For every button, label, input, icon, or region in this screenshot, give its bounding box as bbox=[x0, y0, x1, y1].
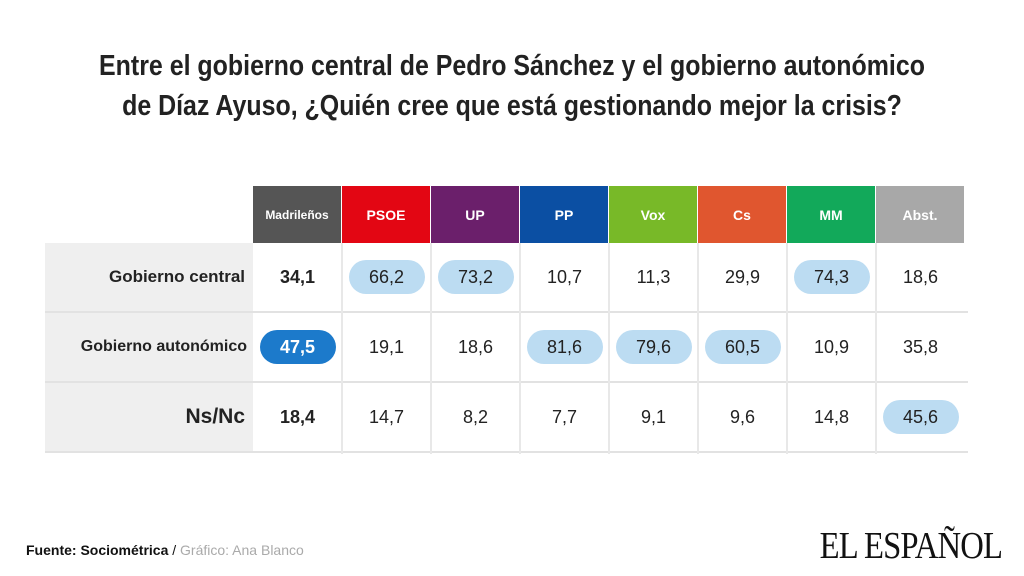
footer: Fuente: Sociométrica / Gráfico: Ana Blan… bbox=[26, 542, 304, 558]
table-cell: 74,3 bbox=[787, 243, 876, 311]
cell-value: 60,5 bbox=[704, 330, 781, 364]
cell-value: 73,2 bbox=[437, 260, 514, 294]
table-cell: 45,6 bbox=[876, 383, 965, 451]
column-header: UP bbox=[431, 186, 519, 243]
row-divider bbox=[45, 451, 968, 453]
table-cell: 7,7 bbox=[520, 383, 609, 451]
row-label-column bbox=[45, 243, 253, 453]
cell-value: 18,6 bbox=[457, 336, 494, 357]
cell-value: 81,6 bbox=[526, 330, 603, 364]
cell-value: 34,1 bbox=[279, 266, 316, 287]
cell-value: 8,2 bbox=[462, 406, 489, 427]
footer-separator: / bbox=[168, 542, 181, 558]
cell-value: 66,2 bbox=[348, 260, 425, 294]
cell-value: 18,4 bbox=[279, 406, 316, 427]
cell-value: 11,3 bbox=[636, 266, 671, 287]
table-cell: 18,6 bbox=[876, 243, 965, 311]
table-cell: 47,5 bbox=[253, 313, 342, 381]
table-cell: 35,8 bbox=[876, 313, 965, 381]
cell-value: 14,8 bbox=[813, 406, 850, 427]
column-divider bbox=[519, 243, 521, 454]
column-divider bbox=[608, 243, 610, 454]
table-cell: 18,6 bbox=[431, 313, 520, 381]
column-header: Cs bbox=[698, 186, 786, 243]
credit-label: Gráfico: Ana Blanco bbox=[180, 542, 304, 558]
column-divider bbox=[875, 243, 877, 454]
cell-value: 10,9 bbox=[813, 336, 850, 357]
cell-value: 10,7 bbox=[546, 266, 583, 287]
table-cell: 66,2 bbox=[342, 243, 431, 311]
table-cell: 18,4 bbox=[253, 383, 342, 451]
table-cell: 19,1 bbox=[342, 313, 431, 381]
table-cell: 10,9 bbox=[787, 313, 876, 381]
row-divider bbox=[45, 381, 968, 383]
table-cell: 10,7 bbox=[520, 243, 609, 311]
table-cell: 11,3 bbox=[609, 243, 698, 311]
chart-title: Entre el gobierno central de Pedro Sánch… bbox=[72, 46, 953, 126]
table-cell: 81,6 bbox=[520, 313, 609, 381]
table-cell: 14,7 bbox=[342, 383, 431, 451]
column-header: Abst. bbox=[876, 186, 964, 243]
row-label: Gobierno autonómico bbox=[80, 338, 247, 355]
cell-value: 74,3 bbox=[793, 260, 870, 294]
results-table: Madrileños PSOE UP PP Vox Cs MM Abst. Gobierno c… bbox=[45, 186, 968, 454]
cell-value: 47,5 bbox=[259, 330, 336, 364]
column-header: MM bbox=[787, 186, 875, 243]
cell-value: 19,1 bbox=[368, 336, 405, 357]
column-header: PP bbox=[520, 186, 608, 243]
cell-value: 18,6 bbox=[902, 266, 939, 287]
table-cell: 14,8 bbox=[787, 383, 876, 451]
row-label: Gobierno central bbox=[108, 267, 245, 286]
column-header: Vox bbox=[609, 186, 697, 243]
table-cell: 29,9 bbox=[698, 243, 787, 311]
row-label: Ns/Nc bbox=[185, 405, 245, 428]
source-label: Fuente: Sociométrica bbox=[26, 542, 169, 558]
column-header: Madrileños bbox=[253, 186, 341, 243]
table-cell: 73,2 bbox=[431, 243, 520, 311]
table-cell: 9,1 bbox=[609, 383, 698, 451]
cell-value: 9,6 bbox=[729, 406, 756, 427]
cell-value: 7,7 bbox=[551, 406, 578, 427]
table-cell: 79,6 bbox=[609, 313, 698, 381]
cell-value: 79,6 bbox=[615, 330, 692, 364]
column-divider bbox=[697, 243, 699, 454]
column-divider bbox=[341, 243, 343, 454]
title-line-2: de Díaz Ayuso, ¿Quién cree que está gest… bbox=[122, 90, 902, 122]
cell-value: 45,6 bbox=[882, 400, 959, 434]
row-divider bbox=[45, 311, 968, 313]
title-line-1: Entre el gobierno central de Pedro Sánch… bbox=[99, 50, 925, 82]
el-espanol-logo: EL ESPAÑOL bbox=[819, 525, 1003, 567]
cell-value: 29,9 bbox=[724, 266, 761, 287]
table-cell: 34,1 bbox=[253, 243, 342, 311]
cell-value: 35,8 bbox=[902, 336, 939, 357]
cell-value: 14,7 bbox=[368, 406, 405, 427]
column-header: PSOE bbox=[342, 186, 430, 243]
table-cell: 60,5 bbox=[698, 313, 787, 381]
table-cell: 9,6 bbox=[698, 383, 787, 451]
cell-value: 9,1 bbox=[640, 406, 667, 427]
table-cell: 8,2 bbox=[431, 383, 520, 451]
column-divider bbox=[786, 243, 788, 454]
column-divider bbox=[430, 243, 432, 454]
